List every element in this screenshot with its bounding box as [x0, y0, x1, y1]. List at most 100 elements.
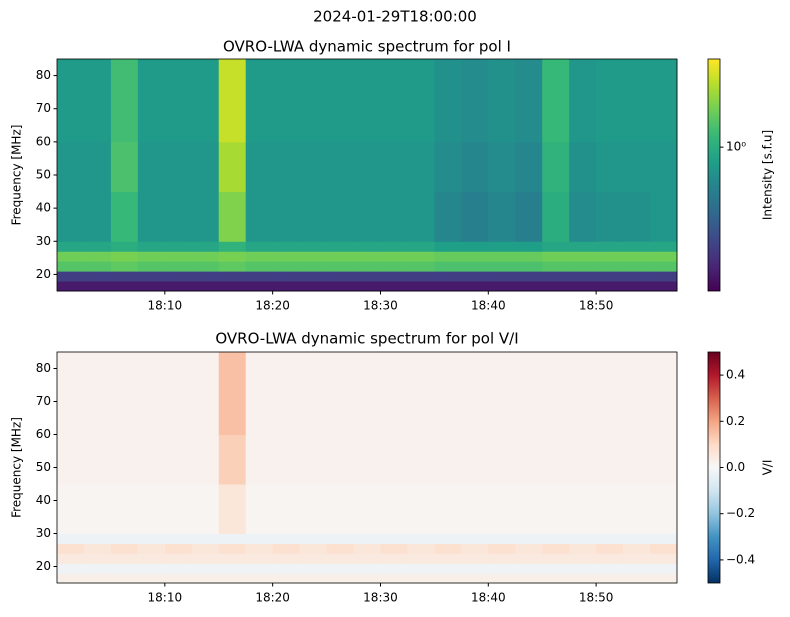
heatmap-cell [569, 261, 597, 272]
heatmap-cell [191, 553, 220, 564]
heatmap-cell [596, 241, 624, 252]
heatmap-cell [650, 563, 678, 574]
heatmap-cell [353, 573, 381, 584]
panel-title: OVRO-LWA dynamic spectrum for pol V/I [215, 330, 518, 348]
heatmap-cell [326, 484, 355, 534]
heatmap-cell [461, 241, 489, 252]
heatmap-cell [623, 241, 651, 252]
heatmap-cell [353, 251, 381, 262]
heatmap-cell [245, 543, 274, 554]
heatmap-cell [164, 141, 193, 193]
heatmap-cell [407, 434, 435, 485]
heatmap-cell [191, 533, 220, 544]
y-tick-label: 70 [36, 101, 51, 115]
y-tick-label: 20 [36, 559, 51, 573]
heatmap-cell [515, 434, 543, 485]
heatmap-cell [218, 484, 247, 534]
y-tick-label: 40 [36, 493, 51, 507]
heatmap-cell [407, 261, 435, 272]
heatmap-cell [488, 241, 516, 252]
heatmap-cell [623, 543, 651, 554]
heatmap-cell [57, 543, 85, 554]
heatmap-cell [191, 59, 220, 143]
heatmap-cell [299, 563, 328, 574]
x-tick-label: 18:50 [579, 591, 614, 605]
heatmap-cell [596, 352, 624, 435]
heatmap-cell [272, 553, 301, 564]
heatmap-cell [488, 543, 516, 554]
heatmap-cell [110, 261, 139, 272]
x-tick-label: 18:20 [255, 299, 290, 313]
heatmap-cell [137, 251, 166, 262]
heatmap-cell [137, 261, 166, 272]
heatmap-cell [218, 141, 247, 193]
heatmap-cell [191, 484, 220, 534]
heatmap-cell [137, 573, 166, 584]
heatmap-cell [542, 543, 570, 554]
heatmap-cell [326, 553, 355, 564]
heatmap-cell [515, 563, 543, 574]
heatmap-cell [326, 191, 355, 242]
heatmap-cell [569, 484, 597, 534]
heatmap-cell [272, 59, 301, 143]
heatmap-cell [110, 553, 139, 564]
heatmap-cell [515, 543, 543, 554]
heatmap-cell [488, 59, 516, 143]
heatmap-cell [326, 573, 355, 584]
heatmap-cell [542, 141, 570, 193]
heatmap-cell [461, 573, 489, 584]
heatmap-cell [272, 563, 301, 574]
colorbar-label: Intensity [s.f.u] [761, 130, 775, 220]
heatmap-cell [57, 352, 85, 435]
colorbar-tick-label: 10⁰ [726, 140, 746, 154]
heatmap-cell [488, 281, 516, 292]
heatmap-cell [542, 434, 570, 485]
heatmap-cell [596, 281, 624, 292]
heatmap-cell [218, 563, 247, 574]
heatmap-cell [137, 59, 166, 143]
heatmap-cell [110, 434, 139, 485]
heatmap-cell [380, 141, 408, 193]
y-tick-label: 80 [36, 68, 51, 82]
heatmap-cells [57, 59, 678, 292]
heatmap-cell [137, 352, 166, 435]
heatmap-cell [542, 553, 570, 564]
heatmap-cell [596, 434, 624, 485]
heatmap-cell [83, 271, 112, 282]
y-tick-label: 50 [36, 168, 51, 182]
heatmap-cells [57, 352, 678, 584]
heatmap-cell [461, 261, 489, 272]
heatmap-cell [245, 191, 274, 242]
heatmap-cell [434, 141, 462, 193]
heatmap-cell [137, 484, 166, 534]
heatmap-cell [218, 241, 247, 252]
heatmap-cell [569, 59, 597, 143]
heatmap-cell [299, 573, 328, 584]
heatmap-cell [272, 434, 301, 485]
heatmap-cell [272, 251, 301, 262]
heatmap-cell [380, 271, 408, 282]
y-axis-label: Frequency [MHz] [10, 417, 24, 518]
x-tick-label: 18:30 [363, 591, 398, 605]
heatmap-cell [83, 141, 112, 193]
heatmap-cell [461, 281, 489, 292]
heatmap-cell [218, 261, 247, 272]
heatmap-cell [83, 281, 112, 292]
heatmap-cell [110, 563, 139, 574]
heatmap-cell [110, 352, 139, 435]
heatmap-cell [434, 281, 462, 292]
heatmap-cell [488, 434, 516, 485]
heatmap-cell [272, 241, 301, 252]
heatmap-cell [299, 271, 328, 282]
heatmap-cell [164, 553, 193, 564]
x-tick-label: 18:30 [363, 299, 398, 313]
heatmap-cell [110, 191, 139, 242]
y-tick-label: 70 [36, 394, 51, 408]
heatmap-cell [488, 261, 516, 272]
heatmap-cell [272, 271, 301, 282]
heatmap-cell [83, 434, 112, 485]
heatmap-cell [488, 533, 516, 544]
heatmap-cell [569, 352, 597, 435]
heatmap-cell [380, 563, 408, 574]
heatmap-cell [407, 543, 435, 554]
